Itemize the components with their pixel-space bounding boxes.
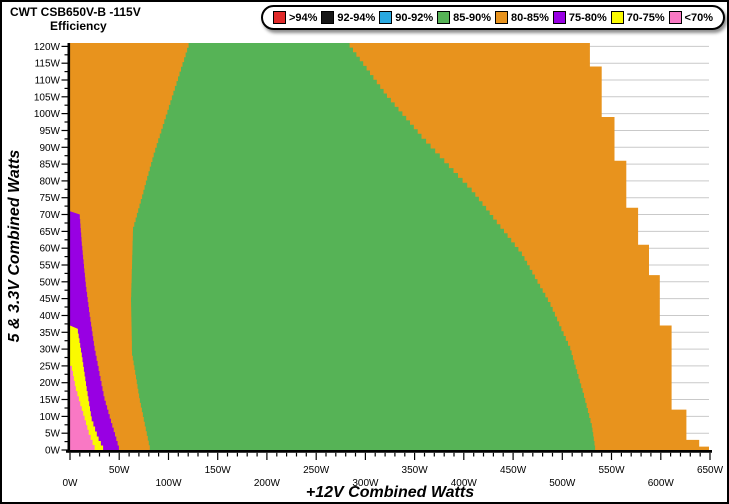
y-tick-label: 55W xyxy=(39,261,60,272)
legend-swatch-icon xyxy=(379,11,393,24)
legend-item: 80-85% xyxy=(494,11,549,24)
legend-swatch-icon xyxy=(437,11,451,24)
x-ticks xyxy=(69,452,711,460)
y-tick-label: 25W xyxy=(39,361,60,372)
x-tick-label: 400W xyxy=(451,478,478,489)
y-tick-label: 45W xyxy=(39,294,60,305)
y-tick-label: 0W xyxy=(45,446,61,457)
x-tick-label: 300W xyxy=(352,478,379,489)
y-tick-label: 30W xyxy=(39,345,60,356)
y-tick-label: 70W xyxy=(39,210,60,221)
page-subtitle: Efficiency xyxy=(50,19,107,33)
legend-item-label: 92-94% xyxy=(337,11,376,24)
x-tick-label: 50W xyxy=(109,465,130,476)
legend-swatch-icon xyxy=(321,11,335,24)
y-tick-label: 40W xyxy=(39,311,60,322)
region-70 xyxy=(70,365,97,450)
y-tick-label: 50W xyxy=(39,277,60,288)
x-tick-label: 250W xyxy=(303,465,330,476)
y-tick-label: 115W xyxy=(35,59,61,70)
legend-swatch-icon xyxy=(273,11,286,24)
page-title: CWT CSB650V-B -115V xyxy=(10,5,141,19)
y-axis-title: 5 & 3.3V Combined Watts xyxy=(6,149,23,343)
y-tick-label: 5W xyxy=(45,429,61,440)
y-tick-label: 65W xyxy=(39,227,60,238)
y-tick-label: 15W xyxy=(39,395,60,406)
legend-swatch-icon xyxy=(552,11,566,24)
y-tick-label: 110W xyxy=(35,76,61,87)
x-tick-label: 550W xyxy=(598,465,625,476)
legend-item-label: 85-90% xyxy=(453,11,492,24)
legend-swatch-icon xyxy=(494,11,508,24)
x-tick-label: 0W xyxy=(63,478,79,489)
legend-item: 85-90% xyxy=(437,11,491,24)
y-tick-label: 120W xyxy=(34,42,61,53)
y-tick-label: 75W xyxy=(39,193,60,204)
y-tick-label: 90W xyxy=(39,143,60,154)
x-tick-label: 600W xyxy=(648,478,675,489)
x-tick-label: 150W xyxy=(205,465,232,476)
x-tick-label: 100W xyxy=(155,478,182,489)
legend-item-label: >94% xyxy=(289,11,318,24)
legend-swatch-icon xyxy=(610,11,624,24)
legend-item-label: 70-75% xyxy=(626,11,665,24)
legend-item-label: 80-85% xyxy=(510,11,549,24)
y-tick-label: 20W xyxy=(39,378,60,389)
y-tick-label: 95W xyxy=(39,126,60,137)
regions xyxy=(70,43,709,450)
x-tick-label: 200W xyxy=(254,478,281,489)
y-tick-label: 105W xyxy=(34,92,61,103)
x-tick-label: 350W xyxy=(402,465,429,476)
x-tick-label: 650W xyxy=(697,465,724,476)
legend-item: 92-94% xyxy=(321,11,375,24)
y-tick-label: 100W xyxy=(34,109,61,120)
x-tick-labels: 0W 50W 100W 150W 200W 250W 300W 350W 400W 450W 500… xyxy=(63,465,724,489)
y-tick-label: 10W xyxy=(39,412,60,423)
legend-item-label: <70% xyxy=(684,11,713,24)
legend-swatch-icon xyxy=(668,11,682,24)
x-axis-title: +12V Combined Watts xyxy=(305,484,475,501)
y-tick-label: 85W xyxy=(39,160,60,171)
legend-item: 90-92% xyxy=(379,11,433,24)
legend: >94% 92-94% 90-92% 85-90% 80-85% 75-80% 70-75%… xyxy=(261,5,725,30)
x-tick-label: 500W xyxy=(549,478,576,489)
y-tick-labels: 0W 5W 10W 15W 20W 25W 30W 35W 40W 45W 50W 55W 60W 65W… xyxy=(34,42,61,457)
y-tick-label: 80W xyxy=(39,176,60,187)
legend-item: 70-75% xyxy=(610,11,665,24)
legend-item: <70% xyxy=(668,11,713,24)
x-tick-label: 450W xyxy=(500,465,527,476)
legend-item-label: 90-92% xyxy=(395,11,434,24)
legend-item: >94% xyxy=(273,11,317,24)
region-85-90 xyxy=(131,43,596,450)
y-tick-label: 35W xyxy=(39,328,60,339)
legend-item: 75-80% xyxy=(552,11,607,24)
y-ticks xyxy=(61,45,68,451)
legend-item-label: 75-80% xyxy=(568,11,607,24)
y-tick-label: 60W xyxy=(39,244,60,255)
